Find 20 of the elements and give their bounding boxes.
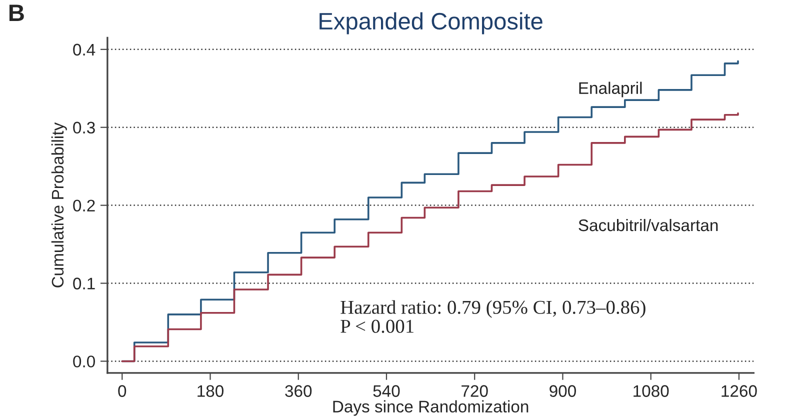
x-tick-label: 540 xyxy=(373,385,400,397)
x-tick-label: 0 xyxy=(118,385,126,397)
annotation: Hazard ratio: 0.79 (95% CI, 0.73–0.86) P < 0.001 xyxy=(340,300,646,333)
x-axis-title: Days since Randomization xyxy=(333,400,528,416)
text: Sacubitril/valsartan xyxy=(578,218,718,232)
y-tick-label: 0.3 xyxy=(73,122,95,134)
x-tick-label: 180 xyxy=(198,385,224,397)
x-tick-label: 1080 xyxy=(634,385,669,397)
series-label: Enalapril xyxy=(579,82,642,98)
x-tick-label: 360 xyxy=(285,385,312,397)
y-tick-label: 0.1 xyxy=(73,278,95,290)
x-tick-label: 720 xyxy=(462,385,488,397)
text: B xyxy=(9,4,24,21)
y-tick-label: 0.0 xyxy=(73,356,95,368)
chart-title: Expanded Composite xyxy=(320,12,542,34)
y-tick-label: 0.4 xyxy=(73,44,96,56)
y-tick-label: 0.2 xyxy=(73,200,95,212)
x-tick-label: 1260 xyxy=(722,385,757,397)
y-axis-title: Cumulative Probability xyxy=(51,122,67,288)
x-tick-label: 900 xyxy=(550,385,576,397)
